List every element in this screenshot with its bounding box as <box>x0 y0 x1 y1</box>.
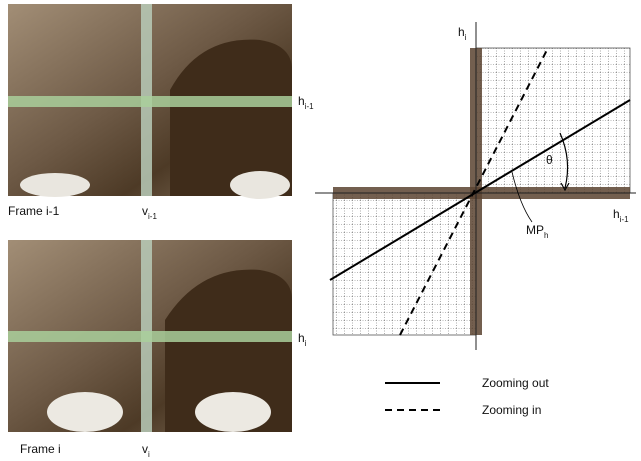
photo-frame-cur <box>8 240 292 432</box>
legend-label: Zooming out <box>482 376 549 390</box>
angle-label: θ <box>546 153 553 167</box>
photo-frame-prev <box>8 4 292 199</box>
plot <box>315 22 636 350</box>
legend-label: Zooming in <box>482 403 541 417</box>
figure: Frame i-1 vi-1 hi-1 Frame i vi hi hi hi-… <box>0 0 641 461</box>
x-axis-label: hi-1 <box>613 207 629 224</box>
horizontal-label: hi <box>298 331 307 348</box>
point-label: MPh <box>526 223 548 240</box>
vertical-label: vi-1 <box>142 204 157 221</box>
frame-caption: Frame i <box>20 442 61 456</box>
frame-caption: Frame i-1 <box>8 204 60 218</box>
horizontal-label: hi-1 <box>298 94 314 111</box>
vertical-label: vi <box>142 442 150 459</box>
y-axis-label: hi <box>458 25 467 42</box>
